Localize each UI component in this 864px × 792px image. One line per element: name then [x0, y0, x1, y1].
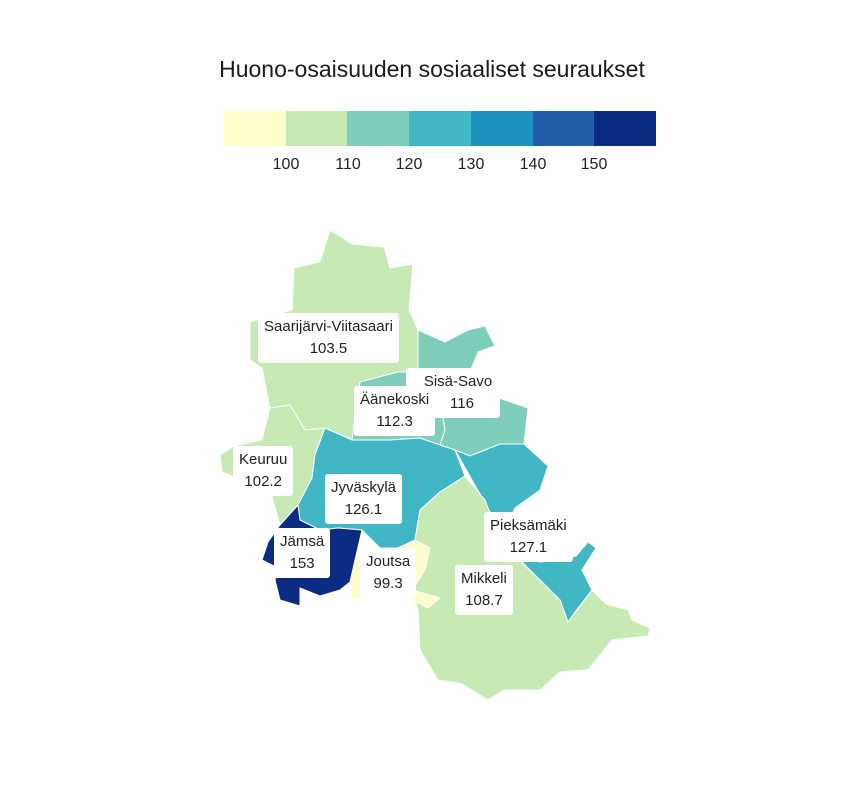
label-pieksamaki: Pieksämäki 127.1 — [484, 512, 573, 562]
label-value: 103.5 — [309, 340, 348, 357]
legend-swatch-2 — [285, 111, 348, 146]
label-keuruu: Keuruu 102.2 — [233, 446, 294, 496]
label-name: Äänekoski — [360, 391, 430, 408]
label-value: 102.2 — [244, 473, 282, 490]
legend-swatch-5 — [470, 111, 533, 146]
label-name: Pieksämäki — [490, 517, 567, 534]
label-value: 112.3 — [376, 413, 413, 430]
legend-tick-130: 130 — [457, 156, 485, 173]
label-name: Joutsa — [366, 553, 411, 570]
label-name: Keuruu — [239, 451, 288, 468]
label-value: 99.3 — [373, 575, 403, 592]
label-mikkeli: Mikkeli 108.7 — [455, 565, 513, 615]
label-value: 116 — [450, 395, 474, 412]
label-value: 126.1 — [344, 501, 383, 518]
legend-tick-100: 100 — [272, 156, 300, 173]
label-jamsa: Jämsä 153 — [274, 528, 331, 578]
label-name: Mikkeli — [461, 570, 507, 587]
label-aanekoski: Äänekoski 112.3 — [354, 386, 436, 436]
label-value: 127.1 — [509, 539, 548, 556]
label-jyvaskyla: Jyväskylä 126.1 — [325, 474, 403, 524]
region-mikkeli[interactable] — [411, 475, 651, 701]
legend-swatch-6 — [532, 111, 595, 146]
label-name: Sisä-Savo — [423, 373, 493, 390]
legend-tick-140: 140 — [519, 156, 547, 173]
legend-tick-150: 150 — [580, 156, 608, 173]
color-legend — [224, 111, 657, 146]
map-title: Huono-osaisuuden sosiaaliset seuraukset — [219, 56, 645, 82]
label-name: Jämsä — [280, 533, 325, 550]
label-saarijarvi-viitasaari: Saarijärvi-Viitasaari 103.5 — [258, 313, 399, 363]
label-value: 108.7 — [465, 592, 503, 609]
legend-swatch-1 — [224, 111, 286, 146]
legend-swatch-7 — [594, 111, 657, 146]
label-name: Saarijärvi-Viitasaari — [264, 318, 393, 335]
label-value: 153 — [289, 555, 315, 572]
label-joutsa: Joutsa 99.3 — [360, 548, 417, 598]
label-name: Jyväskylä — [331, 479, 397, 496]
legend-swatch-4 — [409, 111, 471, 146]
legend-tick-110: 110 — [335, 156, 361, 173]
legend-tick-120: 120 — [395, 156, 423, 173]
legend-swatch-3 — [347, 111, 410, 146]
